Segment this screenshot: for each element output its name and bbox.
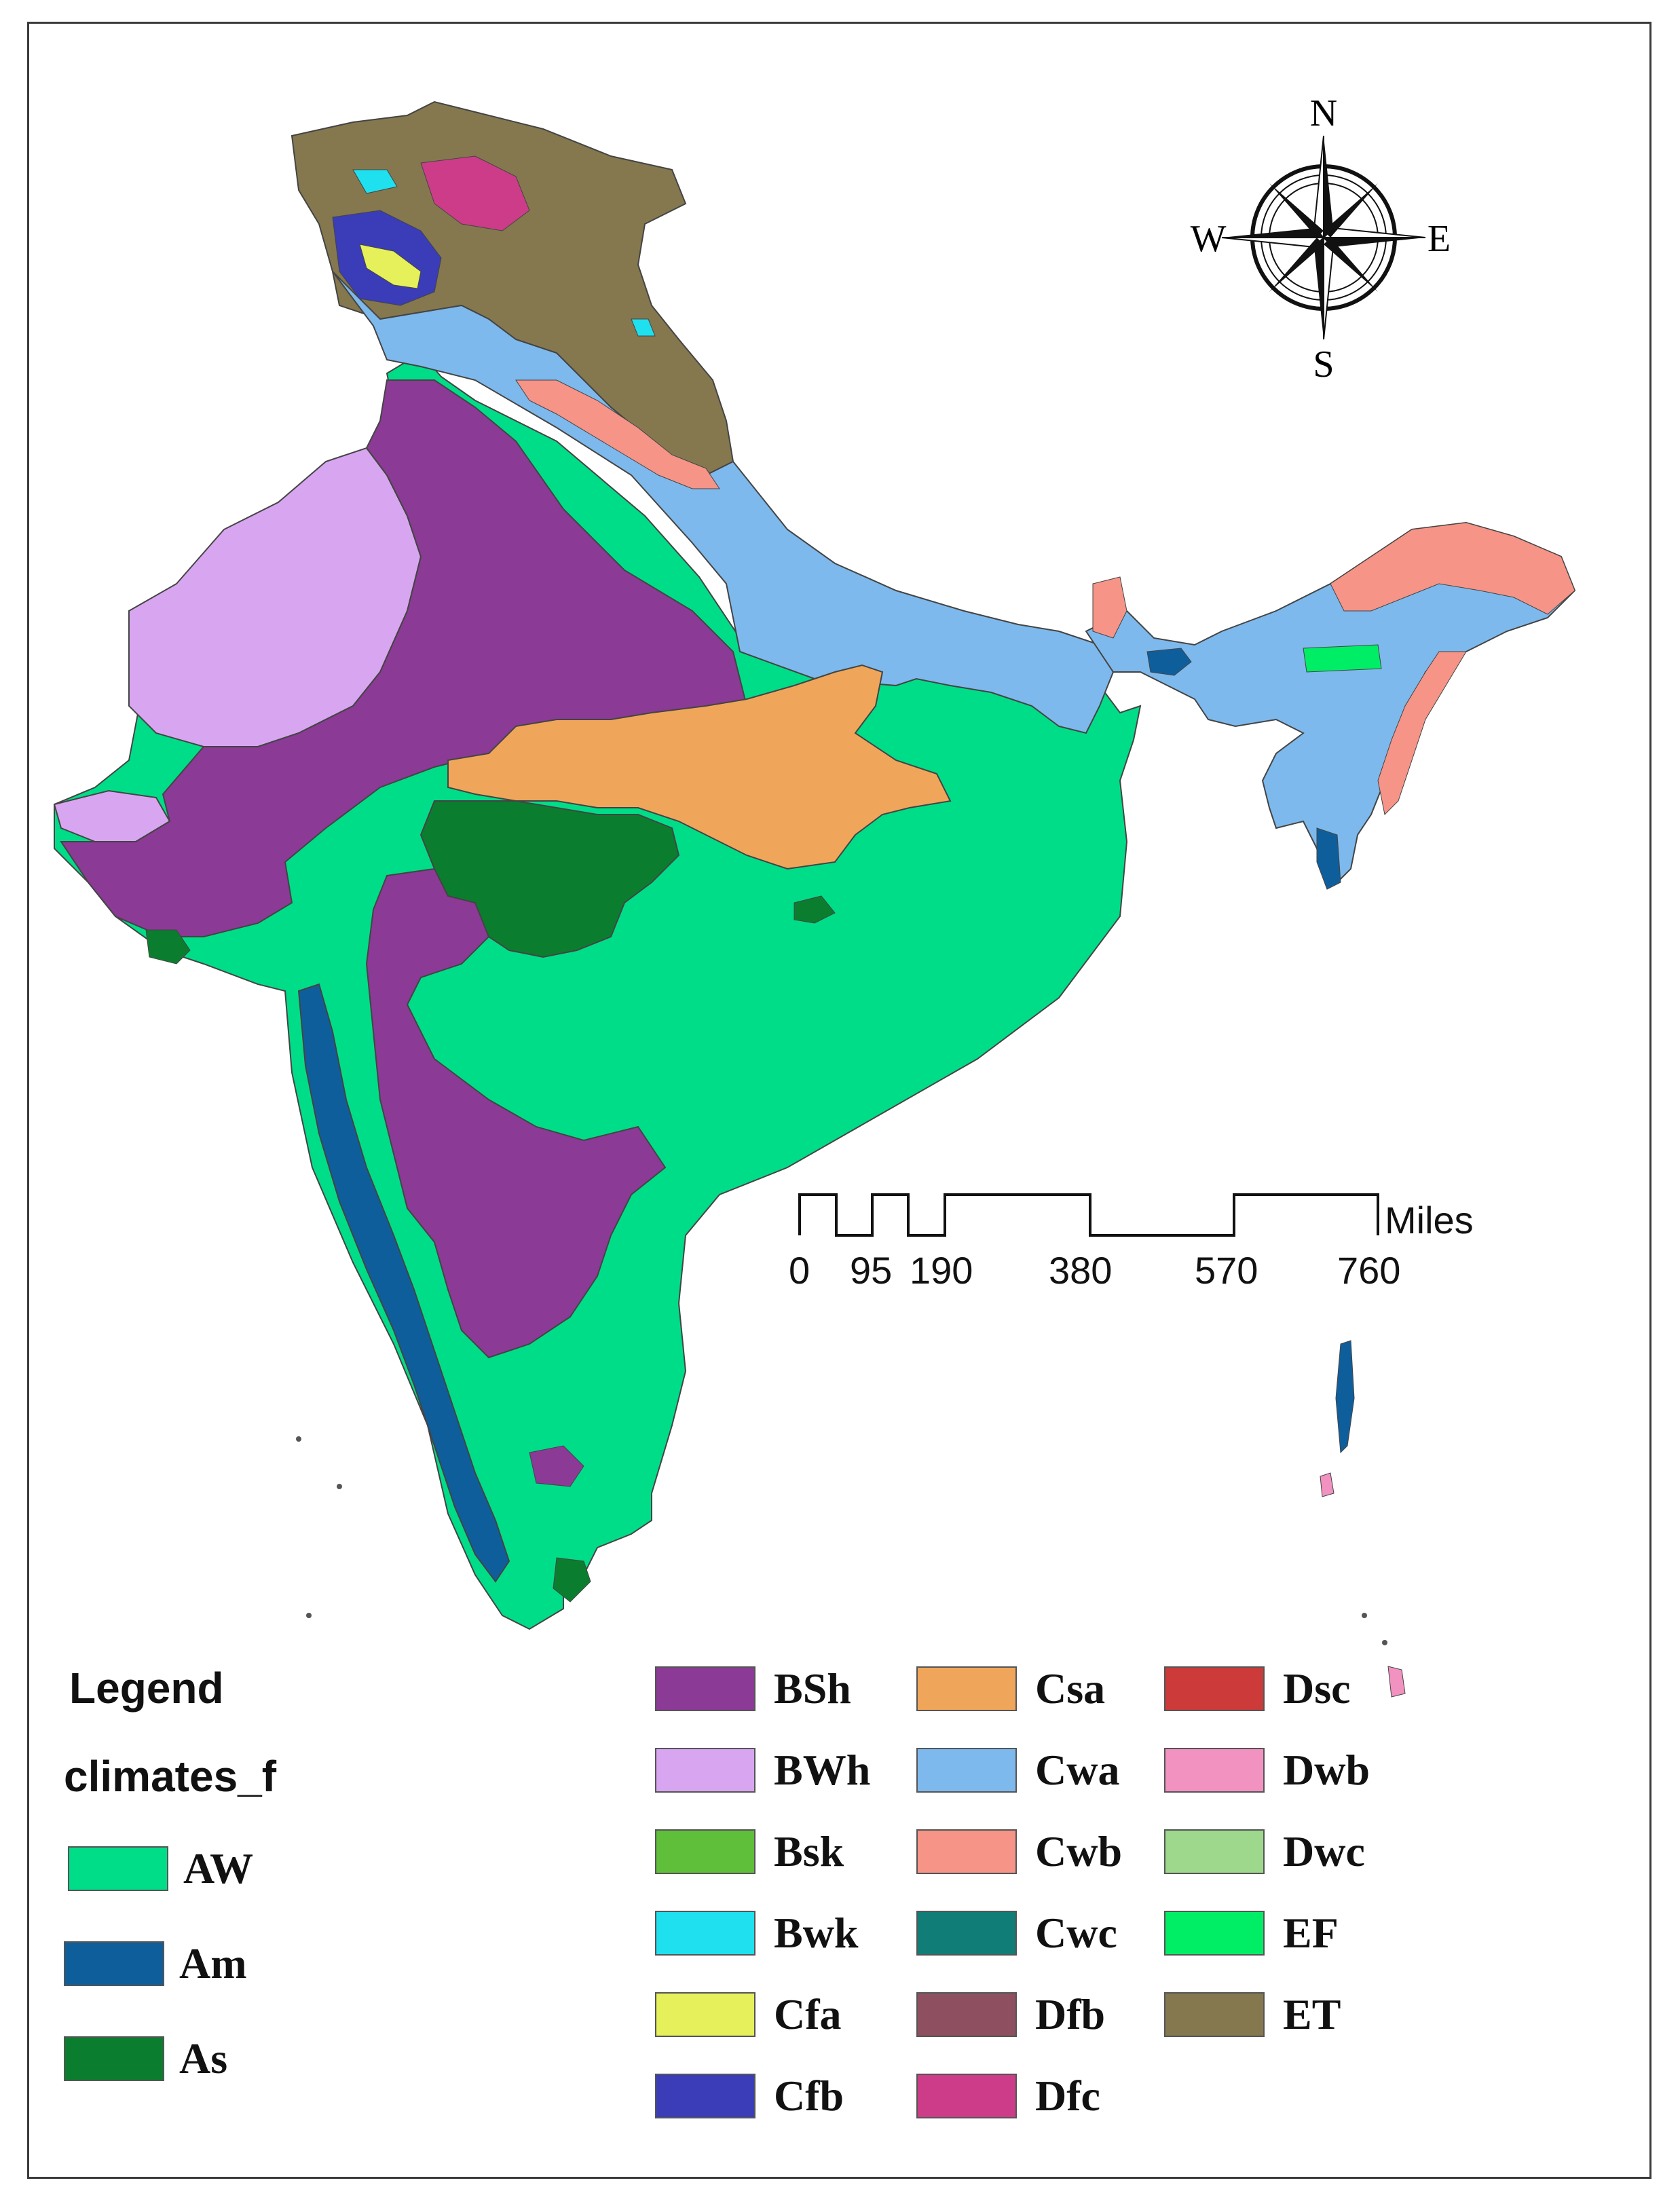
great-nicobar-dwb-island bbox=[1387, 1666, 1406, 1698]
legend-swatch-bwh bbox=[655, 1748, 755, 1793]
compass-star-diagonal bbox=[1324, 238, 1378, 292]
compass-label-north: N bbox=[1310, 92, 1337, 134]
scale-bar-tick-label: 570 bbox=[1195, 1249, 1258, 1292]
lakshadweep-island bbox=[296, 1436, 301, 1442]
himalaya-cwb-strip bbox=[515, 379, 720, 489]
sikkim-cwb bbox=[1092, 576, 1127, 639]
northeast-cwb-strip bbox=[1330, 522, 1575, 615]
legend-label-am: Am bbox=[179, 1939, 247, 1987]
legend-swatch-dfc bbox=[916, 2074, 1017, 2118]
legend-label-as: As bbox=[179, 2034, 228, 2082]
legend-swatch-cwb bbox=[916, 1829, 1017, 1874]
rajasthan-bsh-region bbox=[60, 379, 748, 937]
legend-swatch-ef bbox=[1164, 1911, 1265, 1956]
western-ghats-am-strip bbox=[297, 983, 510, 1583]
tamilnadu-as-patch bbox=[553, 1557, 591, 1603]
legend-swatch-cfa bbox=[655, 1992, 755, 2037]
scale-bar-tick-label: 190 bbox=[910, 1249, 973, 1292]
legend-label-csa: Csa bbox=[1035, 1664, 1106, 1713]
northeast-cwb-south bbox=[1377, 651, 1467, 816]
legend-swatch-cfb bbox=[655, 2074, 755, 2118]
ladakh-bwk-patch bbox=[352, 169, 398, 194]
northeast-ef-patch bbox=[1303, 644, 1382, 673]
odisha-as-patch bbox=[794, 895, 836, 924]
legend-label-aw: AW bbox=[183, 1844, 254, 1892]
legend-label-dwc: Dwc bbox=[1283, 1827, 1365, 1875]
deccan-bsh-region bbox=[365, 867, 667, 1359]
legend-label-bwh: BWh bbox=[774, 1746, 871, 1794]
legend-label-cfb: Cfb bbox=[774, 2072, 844, 2120]
central-csa-region bbox=[447, 664, 952, 870]
tamilnadu-bsh-patch bbox=[529, 1445, 584, 1487]
legend-swatch-dsc bbox=[1164, 1666, 1265, 1711]
legend-swatch-bwk bbox=[655, 1911, 755, 1956]
north-arrow: N S E W bbox=[1191, 92, 1451, 386]
scale-bar-unit: Miles bbox=[1385, 1199, 1474, 1241]
nicobar-small-island bbox=[1382, 1640, 1387, 1645]
compass-star-west bbox=[1221, 237, 1326, 248]
compass-star-north bbox=[1324, 136, 1333, 238]
andaman-islands bbox=[1335, 1340, 1355, 1454]
legend-swatch-cwa bbox=[916, 1748, 1017, 1793]
scale-bar-tick-label: 760 bbox=[1337, 1249, 1401, 1292]
compass-star-east bbox=[1324, 238, 1425, 247]
lakshadweep-island bbox=[306, 1613, 312, 1618]
gujarat-as-patch bbox=[145, 929, 191, 965]
lakshadweep-island bbox=[337, 1484, 342, 1489]
compass-label-east: E bbox=[1427, 218, 1451, 260]
compass-label-south: S bbox=[1313, 343, 1334, 386]
legend-swatch-aw bbox=[68, 1846, 168, 1891]
compass-star-diagonal bbox=[1269, 238, 1324, 292]
scale-bar-line bbox=[798, 1193, 1379, 1237]
legend-label-cwa: Cwa bbox=[1035, 1746, 1120, 1794]
legend-label-et: ET bbox=[1283, 1990, 1341, 2038]
compass-star-south bbox=[1314, 238, 1324, 339]
mizoram-am-patch bbox=[1316, 827, 1341, 890]
legend-label-cwc: Cwc bbox=[1035, 1909, 1117, 1957]
kashmir-cfa-patch bbox=[359, 244, 422, 289]
ladakh-dfc-patch bbox=[420, 155, 530, 231]
legend-label-ef: EF bbox=[1283, 1909, 1339, 1957]
legend-swatch-bsh bbox=[655, 1666, 755, 1711]
compass-star-diagonal bbox=[1324, 183, 1378, 238]
central-as-region bbox=[419, 800, 680, 958]
legend-swatch-am bbox=[64, 1941, 164, 1986]
legend-swatch-csa bbox=[916, 1666, 1017, 1711]
legend-swatch-cwc bbox=[916, 1911, 1017, 1956]
scale-bar-tick-label: 95 bbox=[850, 1249, 893, 1292]
legend-label-bsh: BSh bbox=[774, 1664, 851, 1713]
compass-star-north bbox=[1313, 135, 1324, 240]
legend-swatch-et bbox=[1164, 1992, 1265, 2037]
legend-label-dfc: Dfc bbox=[1035, 2072, 1100, 2120]
compass-label-west: W bbox=[1191, 218, 1227, 260]
legend-label-bsk: Bsk bbox=[774, 1827, 844, 1875]
compass-star-south bbox=[1323, 236, 1334, 340]
compass-star-east bbox=[1322, 227, 1426, 238]
legend-label-dsc: Dsc bbox=[1283, 1664, 1351, 1713]
nicobar-small-island bbox=[1362, 1613, 1367, 1618]
ladakh-bwk-patch-2 bbox=[631, 318, 656, 337]
legend-label-dwb: Dwb bbox=[1283, 1746, 1370, 1794]
legend-swatch-bsk bbox=[655, 1829, 755, 1874]
legend-label-bwk: Bwk bbox=[774, 1909, 859, 1957]
compass-star-diagonal bbox=[1269, 183, 1324, 238]
bangladesh-border-am-patch bbox=[1146, 648, 1192, 676]
legend-label-cwb: Cwb bbox=[1035, 1827, 1123, 1875]
legend-swatch-as bbox=[64, 2036, 164, 2081]
nicobar-dwb-island bbox=[1320, 1472, 1334, 1497]
scale-bar-tick-label: 0 bbox=[789, 1249, 810, 1292]
compass-star-west bbox=[1222, 228, 1324, 238]
legend-label-dfb: Dfb bbox=[1035, 1990, 1106, 2038]
legend-layer-name: climates_f bbox=[64, 1752, 277, 1801]
legend-swatch-dwc bbox=[1164, 1829, 1265, 1874]
scale-bar-tick-label: 380 bbox=[1049, 1249, 1113, 1292]
scale-bar bbox=[798, 1193, 1379, 1237]
legend-swatch-dwb bbox=[1164, 1748, 1265, 1793]
legend-title: Legend bbox=[69, 1664, 224, 1713]
legend-swatch-dfb bbox=[916, 1992, 1017, 2037]
legend-label-cfa: Cfa bbox=[774, 1990, 842, 2038]
